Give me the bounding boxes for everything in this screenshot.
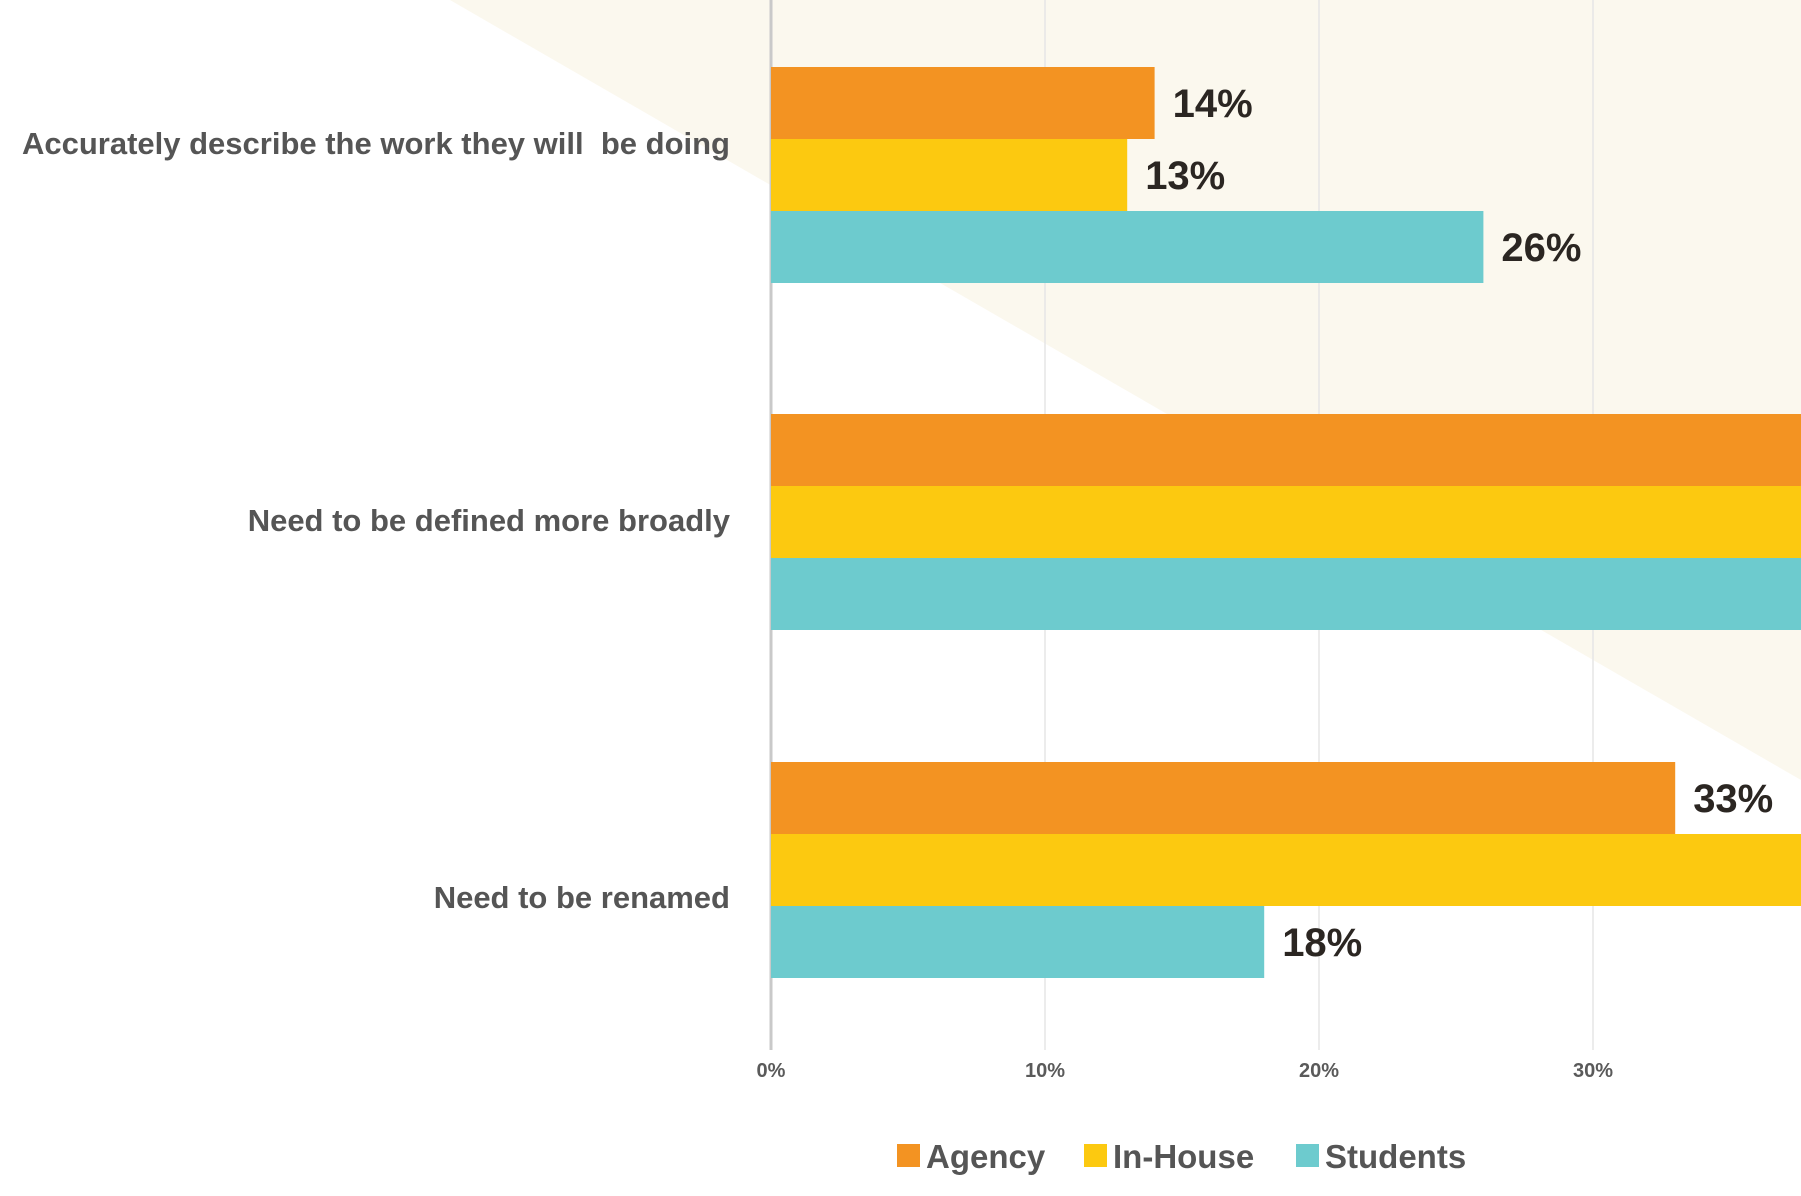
data-label: 14% <box>1173 82 1253 126</box>
x-tick-label: 30% <box>1573 1060 1613 1082</box>
legend-item: Agency <box>897 1138 1046 1175</box>
category-label: Need to be defined more broadly <box>248 503 731 538</box>
category-labels: Accurately describe the work they will b… <box>22 126 731 915</box>
bar-students <box>771 211 1484 283</box>
bar-agency <box>771 762 1676 834</box>
legend-label: Agency <box>926 1138 1046 1175</box>
category-label: Need to be renamed <box>434 880 730 915</box>
data-label: 18% <box>1282 921 1362 965</box>
legend-item: In-House <box>1084 1138 1254 1175</box>
legend-item: Students <box>1296 1138 1466 1175</box>
x-tick-label: 10% <box>1025 1060 1065 1082</box>
data-label: 33% <box>1693 777 1773 821</box>
legend-label: In-House <box>1113 1138 1254 1175</box>
bar-in-house <box>771 486 1801 558</box>
bar-students <box>771 558 1801 630</box>
category-label: Accurately describe the work they will b… <box>22 126 730 161</box>
data-label: 13% <box>1145 154 1225 198</box>
bar-agency <box>771 414 1801 486</box>
legend-swatch <box>1296 1144 1319 1167</box>
legend-swatch <box>897 1144 920 1167</box>
bar-in-house <box>771 139 1128 211</box>
x-axis-tick-labels: 0%10%20%30%40%50%60% <box>757 1060 1614 1082</box>
bar-in-house <box>771 834 1801 906</box>
data-label: 26% <box>1501 226 1581 270</box>
legend-label: Students <box>1325 1138 1466 1175</box>
legend-swatch <box>1084 1144 1107 1167</box>
legend: Agency In-House Students <box>897 1138 1466 1175</box>
bars <box>771 67 1801 978</box>
x-tick-label: 20% <box>1299 1060 1339 1082</box>
x-tick-label: 0% <box>757 1060 786 1082</box>
bar-students <box>771 906 1265 978</box>
bar-agency <box>771 67 1155 139</box>
data-labels: 14%13%26%54%46%56%33%41%18% <box>1145 82 1773 965</box>
